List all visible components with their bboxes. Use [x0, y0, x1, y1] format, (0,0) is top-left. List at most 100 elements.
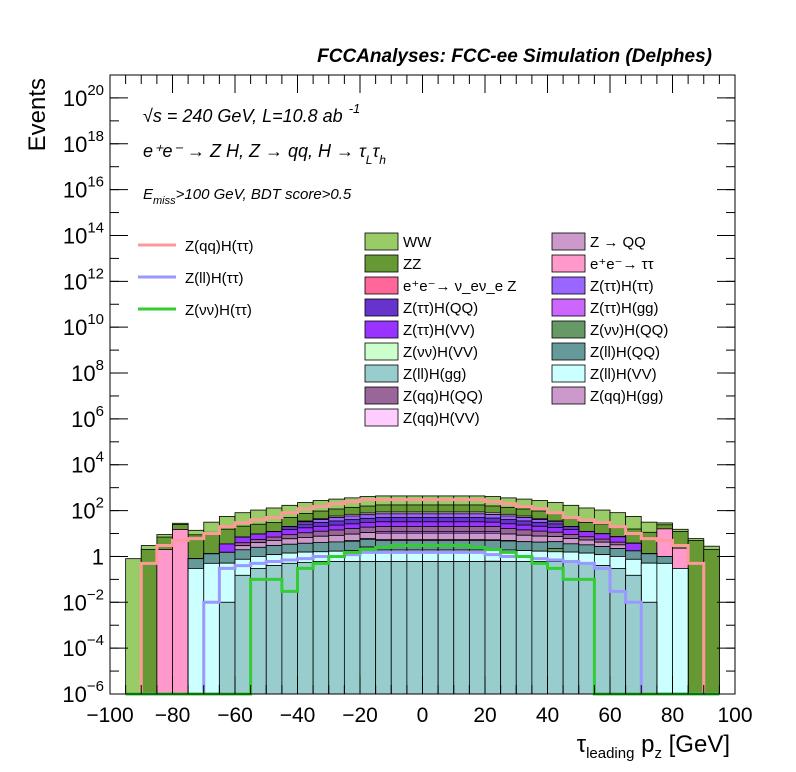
legend-bkg-swatch	[364, 254, 399, 273]
y-tick-label: 1010	[63, 311, 104, 340]
annotation-cut-e: E	[143, 186, 154, 203]
legend-signal-label: Z(νν)H(ττ)	[185, 302, 252, 319]
bar-0-26	[531, 561, 548, 695]
annotation-cut-rest: >100 GeV, BDT score>0.5	[176, 186, 352, 203]
legend-signal: Z(qq)H(ττ) Z(ll)H(ττ) Z(νν)H(ττ)	[138, 238, 254, 319]
legend-bkg-swatch	[551, 232, 586, 251]
bar-0-19	[422, 561, 439, 695]
bar-0-6	[218, 601, 236, 695]
bar-0-28	[562, 562, 580, 695]
bar-0-21	[453, 561, 470, 695]
legend-signal-label: Z(qq)H(ττ)	[185, 238, 254, 255]
legend-bkg-label: Z(ττ)H(ττ)	[590, 278, 654, 295]
x-axis-label-leading: leading	[586, 745, 634, 762]
legend-bkg-swatch	[551, 276, 586, 295]
stack-layer-0	[218, 561, 658, 695]
legend-bkg-label: WW	[403, 234, 432, 251]
y-tick-label: 104	[71, 449, 104, 478]
chart-title: FCCAnalyses: FCC-ee Simulation (Delphes)	[317, 46, 712, 67]
y-tick-label: 1018	[63, 128, 104, 157]
legend-bkg-label: Z(qq)H(gg)	[590, 388, 663, 405]
x-axis-label: τleading pz [GeV]	[577, 731, 730, 762]
bar-0-25	[515, 561, 533, 695]
legend-bkg-swatch	[551, 320, 586, 339]
bar-14-2	[156, 549, 173, 695]
bar-0-10	[281, 562, 298, 695]
y-axis: 10−6 10−4 10−2 1 102 104 106 108 1010 1012 1014 101…	[62, 82, 735, 707]
legend-bkg-label: Z(ττ)H(QQ)	[403, 300, 478, 317]
x-tick-label: 80	[661, 704, 684, 727]
signal-line-2	[125, 544, 720, 696]
legend-background: WW Z → QQ ZZ e⁺e⁻→ ττ e⁺e⁻→ ν_eν_e Z Z(ττ)H(τ…	[364, 232, 668, 427]
y-tick-label: 108	[71, 357, 104, 386]
legend-bkg-label: Z(ττ)H(VV)	[403, 322, 475, 339]
x-tick-label: −60	[217, 704, 253, 727]
legend-bkg-label: Z(ll)H(QQ)	[590, 344, 660, 361]
y-tick-label: 1012	[63, 265, 104, 294]
annotation-process-tau: τ	[372, 141, 380, 161]
annotation-process-h: h	[379, 153, 386, 167]
bar-0-20	[437, 561, 455, 695]
bar-0-33	[640, 601, 658, 695]
bar-2-5	[203, 562, 220, 695]
bar-0-24	[500, 561, 517, 695]
legend-bkg-swatch	[551, 386, 586, 405]
x-tick-label: 40	[536, 704, 559, 727]
bar-16-0	[125, 558, 142, 695]
legend-bkg-label: Z → QQ	[590, 234, 646, 251]
annotation-cuts: Emiss>100 GeV, BDT score>0.5	[143, 186, 352, 207]
x-axis-label-p: p	[634, 731, 654, 758]
x-tick-label: 20	[473, 704, 496, 727]
x-axis-label-z: z	[654, 745, 662, 762]
legend-bkg-swatch	[551, 342, 586, 361]
y-tick-label: 10−4	[62, 632, 104, 661]
legend-bkg-label: ZZ	[403, 256, 421, 273]
annotation-process-text: e⁺e⁻ → Z H, Z → qq, H → τ	[143, 141, 367, 161]
annotation-sqrt-s-text: √s = 240 GeV, L=10.8 ab	[143, 106, 343, 126]
legend-bkg-swatch	[364, 386, 399, 405]
annotation-lumi-exponent: -1	[349, 101, 361, 116]
plot-area	[125, 495, 720, 696]
y-axis-label: Events	[24, 78, 51, 151]
bar-2-35	[672, 568, 689, 695]
bar-0-11	[297, 562, 314, 695]
legend-bkg-label: e⁺e⁻→ ττ	[590, 256, 654, 273]
bar-0-32	[625, 574, 642, 695]
bar-0-31	[609, 568, 627, 695]
bar-2-4	[187, 568, 205, 695]
legend-bkg-label: Z(νν)H(QQ)	[590, 322, 668, 339]
legend-bkg-label: Z(qq)H(VV)	[403, 410, 480, 427]
legend-bkg-label: e⁺e⁻→ ν_eν_e Z	[403, 278, 516, 295]
y-tick-label: 10−2	[62, 586, 104, 615]
bar-0-18	[406, 561, 423, 695]
bar-0-17	[390, 561, 408, 695]
bar-0-14	[343, 561, 361, 695]
y-tick-label: 106	[71, 403, 104, 432]
x-axis-label-tau: τ	[577, 731, 587, 758]
bar-0-30	[593, 565, 611, 695]
legend-bkg-swatch	[364, 276, 399, 295]
bar-0-7	[234, 574, 252, 695]
legend-bkg-swatch	[551, 254, 586, 273]
bar-0-12	[312, 561, 330, 695]
legend-signal-label: Z(ll)H(ττ)	[185, 270, 244, 287]
signal-line-1	[125, 550, 720, 696]
x-tick-label: −100	[86, 704, 133, 727]
annotation-process-l: L	[366, 153, 373, 167]
annotation-process: e⁺e⁻ → Z H, Z → qq, H → τLτh	[143, 141, 386, 167]
y-tick-label: 1	[92, 544, 104, 569]
legend-bkg-swatch	[551, 364, 586, 383]
x-tick-label: 100	[717, 704, 752, 727]
y-tick-label: 10−6	[62, 678, 104, 707]
bar-0-29	[578, 562, 595, 695]
bar-0-22	[468, 561, 486, 695]
legend-bkg-label: Z(ττ)H(gg)	[590, 300, 659, 317]
annotation-cut-miss: miss	[153, 195, 176, 207]
bar-0-23	[484, 561, 502, 695]
bar-0-16	[375, 561, 392, 695]
bar-0-13	[328, 561, 345, 695]
bar-0-27	[547, 561, 564, 695]
signal-line-0	[125, 498, 720, 696]
bar-2-34	[656, 562, 673, 695]
legend-bkg-label: Z(ll)H(gg)	[403, 366, 466, 383]
